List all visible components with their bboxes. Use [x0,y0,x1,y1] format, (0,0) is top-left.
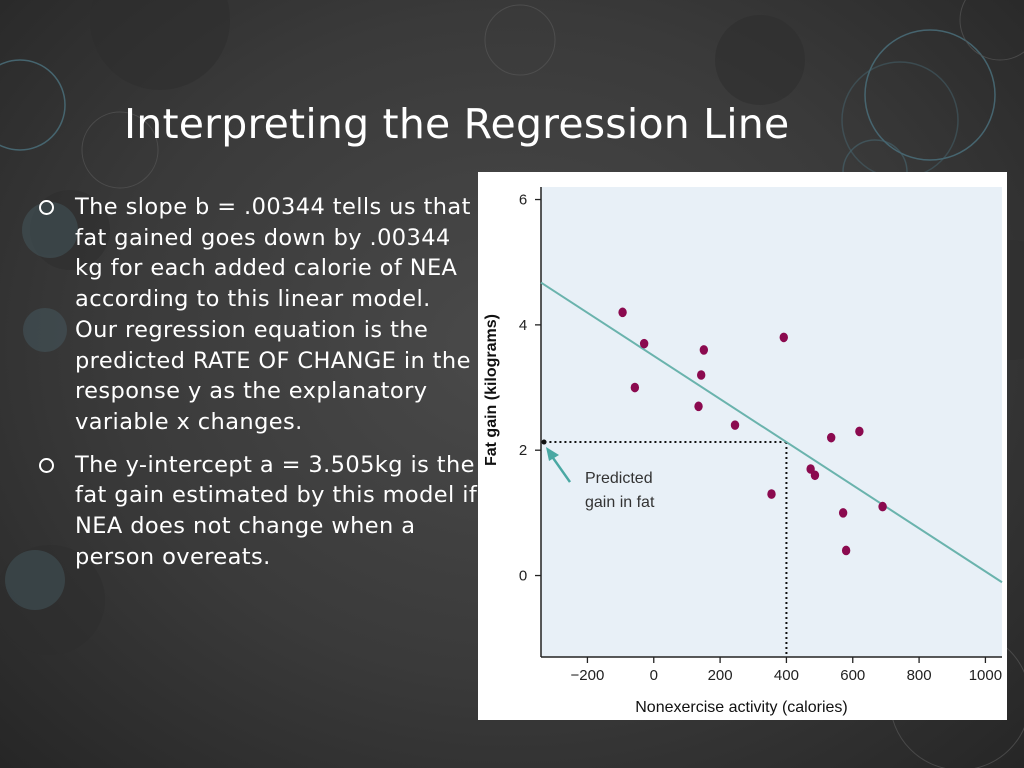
y-tick-label: 2 [519,442,527,459]
x-tick-label: −200 [571,667,605,684]
annotation-text: gain in fat [585,494,655,511]
axes: −200 0 200 400 600 800 1000 0 2 4 6 [519,187,1002,684]
regression-line [540,281,1003,584]
prediction-annotation: Predicted gain in fat [546,447,655,511]
data-point [841,545,851,556]
axis-labels: Nonexercise activity (calories) Fat gain … [483,314,848,716]
x-axis-label: Nonexercise activity (calories) [635,699,848,716]
data-points [618,307,887,556]
data-point [838,508,848,518]
annotation-arrow-head [546,447,559,462]
x-tick-label: 400 [774,667,799,684]
bullet-list: The slope b = .00344 tells us that fat g… [38,192,478,584]
bullet-slope: The slope b = .00344 tells us that fat g… [38,192,478,438]
plot-area [541,187,1002,657]
data-point [779,332,788,343]
regression-line-group [540,281,1003,584]
data-point [699,345,709,355]
data-point [730,420,740,430]
y-axis-label: Fat gain (kilograms) [483,314,500,466]
y-tick-label: 0 [519,568,527,585]
prediction-reference-lines [541,439,788,657]
bullet-circle-icon [39,200,54,215]
y-tick-label: 4 [519,317,527,334]
bullet-circle-icon [39,457,54,473]
data-point [694,401,703,412]
annotation-text: Predicted [585,470,653,487]
data-point [696,370,706,380]
x-tick-label: 600 [840,667,865,684]
data-point [618,307,627,318]
data-point [826,432,836,443]
data-point [878,501,887,512]
data-point [810,470,820,481]
annotation-arrow-shaft [549,454,572,483]
bullet-intercept-text: The y-intercept a = 3.505kg is the fat g… [75,451,478,570]
x-tick-label: 0 [650,667,658,684]
slide-title: Interpreting the Regression Line [124,100,790,148]
bullet-intercept: The y-intercept a = 3.505kg is the fat g… [38,450,478,573]
y-tick-label: 6 [519,192,527,209]
x-tick-label: 200 [708,667,733,684]
prediction-marker [541,439,547,445]
x-tick-label: 800 [907,667,932,684]
x-tick-label: 1000 [969,667,1002,684]
chart-panel: −200 0 200 400 600 800 1000 0 2 4 6 Predicted gain … [478,172,1007,720]
data-point [855,426,864,437]
bullet-slope-text: The slope b = .00344 tells us that fat g… [75,194,471,435]
data-point [630,382,640,393]
data-point [767,489,776,499]
scatter-chart: −200 0 200 400 600 800 1000 0 2 4 6 Predicted gain … [483,187,1003,716]
data-point [639,338,649,349]
